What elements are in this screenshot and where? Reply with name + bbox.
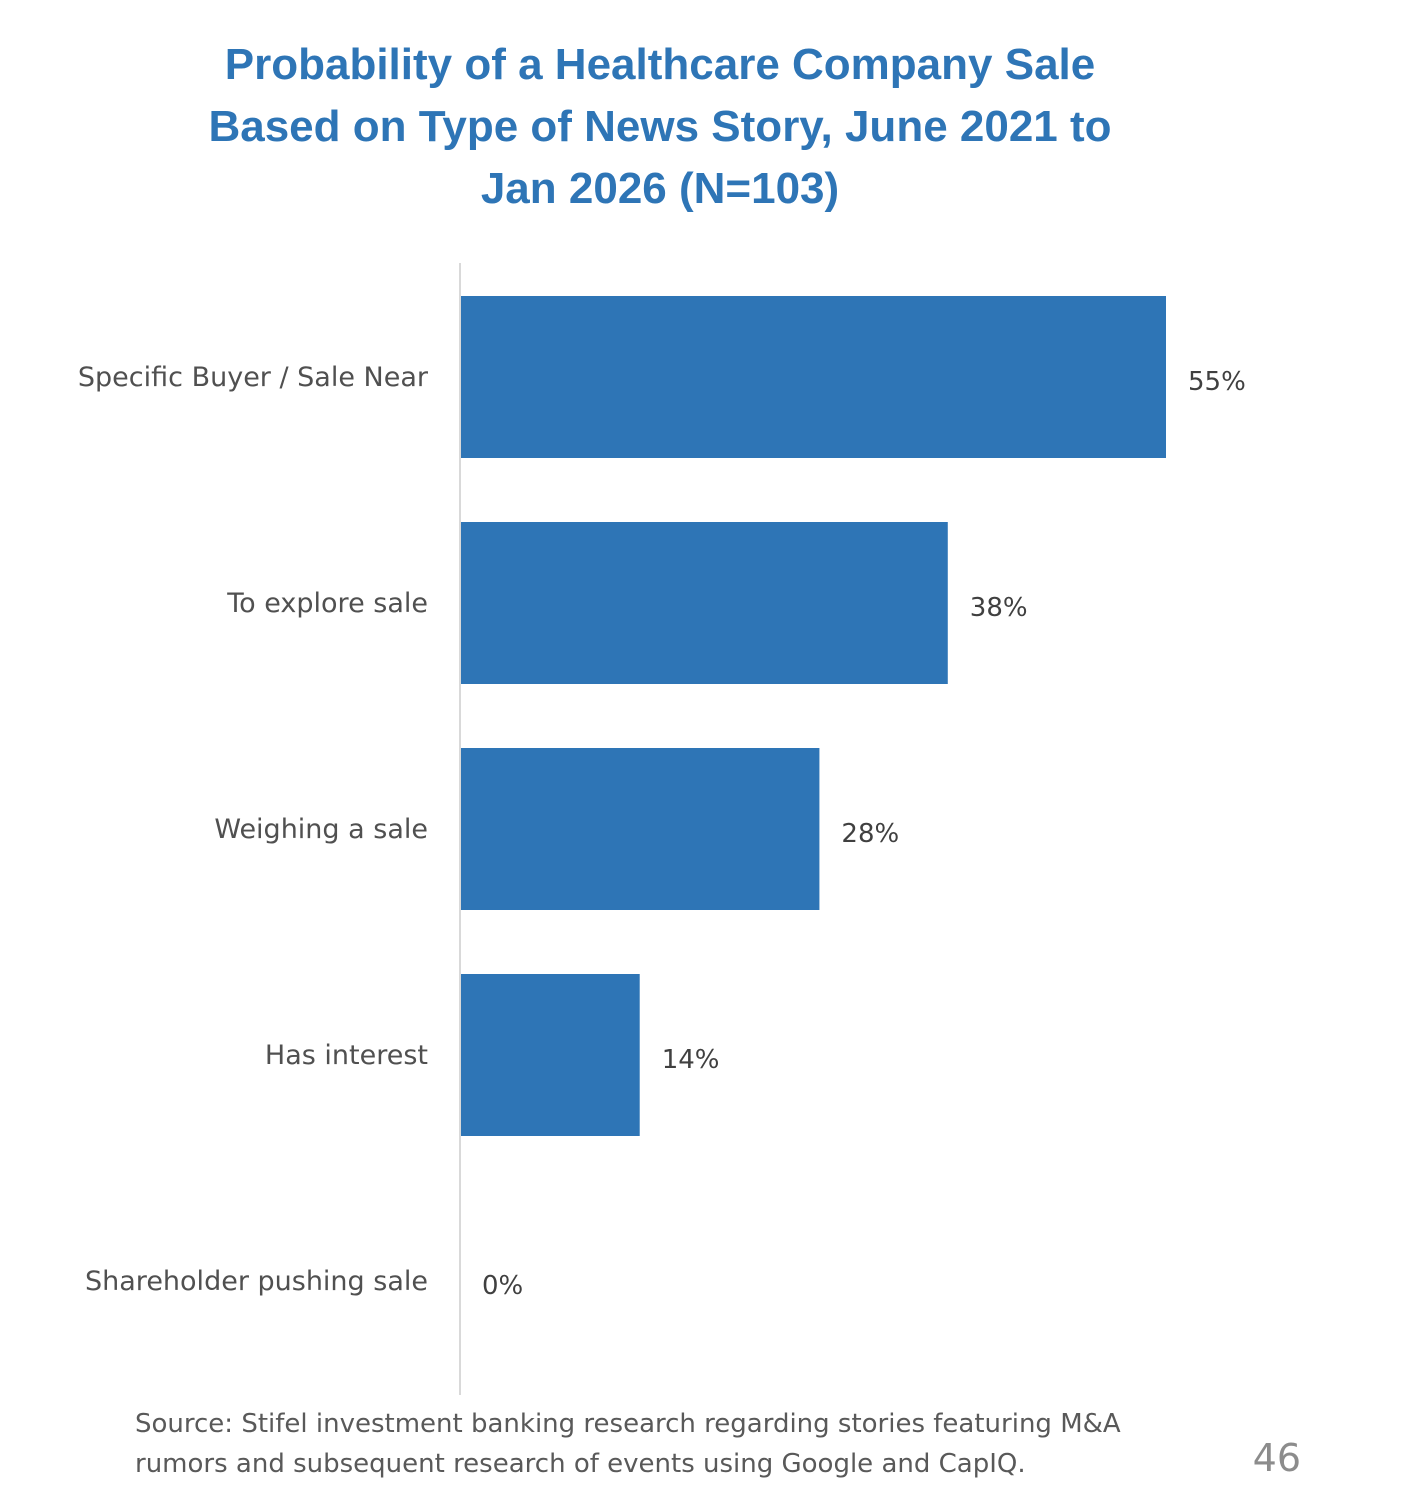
category-label: To explore sale	[226, 588, 428, 619]
page-number: 46	[1252, 1436, 1301, 1480]
category-label: Shareholder pushing sale	[85, 1266, 428, 1297]
chart-title: Probability of a Healthcare Company Sale…	[150, 34, 1170, 220]
data-label: 28%	[841, 819, 899, 849]
data-label: 55%	[1188, 367, 1246, 397]
data-label: 14%	[662, 1045, 720, 1075]
data-label: 0%	[482, 1271, 523, 1301]
source-note-line-2: rumors and subsequent research of events…	[135, 1449, 1026, 1479]
chart-title-line-2: Based on Type of News Story, June 2021 t…	[208, 102, 1112, 151]
bar	[460, 974, 640, 1136]
bar	[460, 522, 948, 684]
category-label: Specific Buyer / Sale Near	[78, 362, 429, 393]
source-note-line-1: Source: Stifel investment banking resear…	[135, 1409, 1121, 1439]
bar	[460, 748, 820, 910]
chart-title-line-3: Jan 2026 (N=103)	[480, 164, 840, 213]
bar	[460, 296, 1166, 458]
chart-title-line-1: Probability of a Healthcare Company Sale	[224, 40, 1096, 89]
source-note: Source: Stifel investment banking resear…	[135, 1404, 1215, 1484]
bar-chart: Specific Buyer / Sale Near 55% To explore …	[78, 263, 1246, 1395]
category-label: Weighing a sale	[214, 814, 428, 845]
category-label: Has interest	[265, 1040, 428, 1071]
data-label: 38%	[970, 593, 1028, 623]
